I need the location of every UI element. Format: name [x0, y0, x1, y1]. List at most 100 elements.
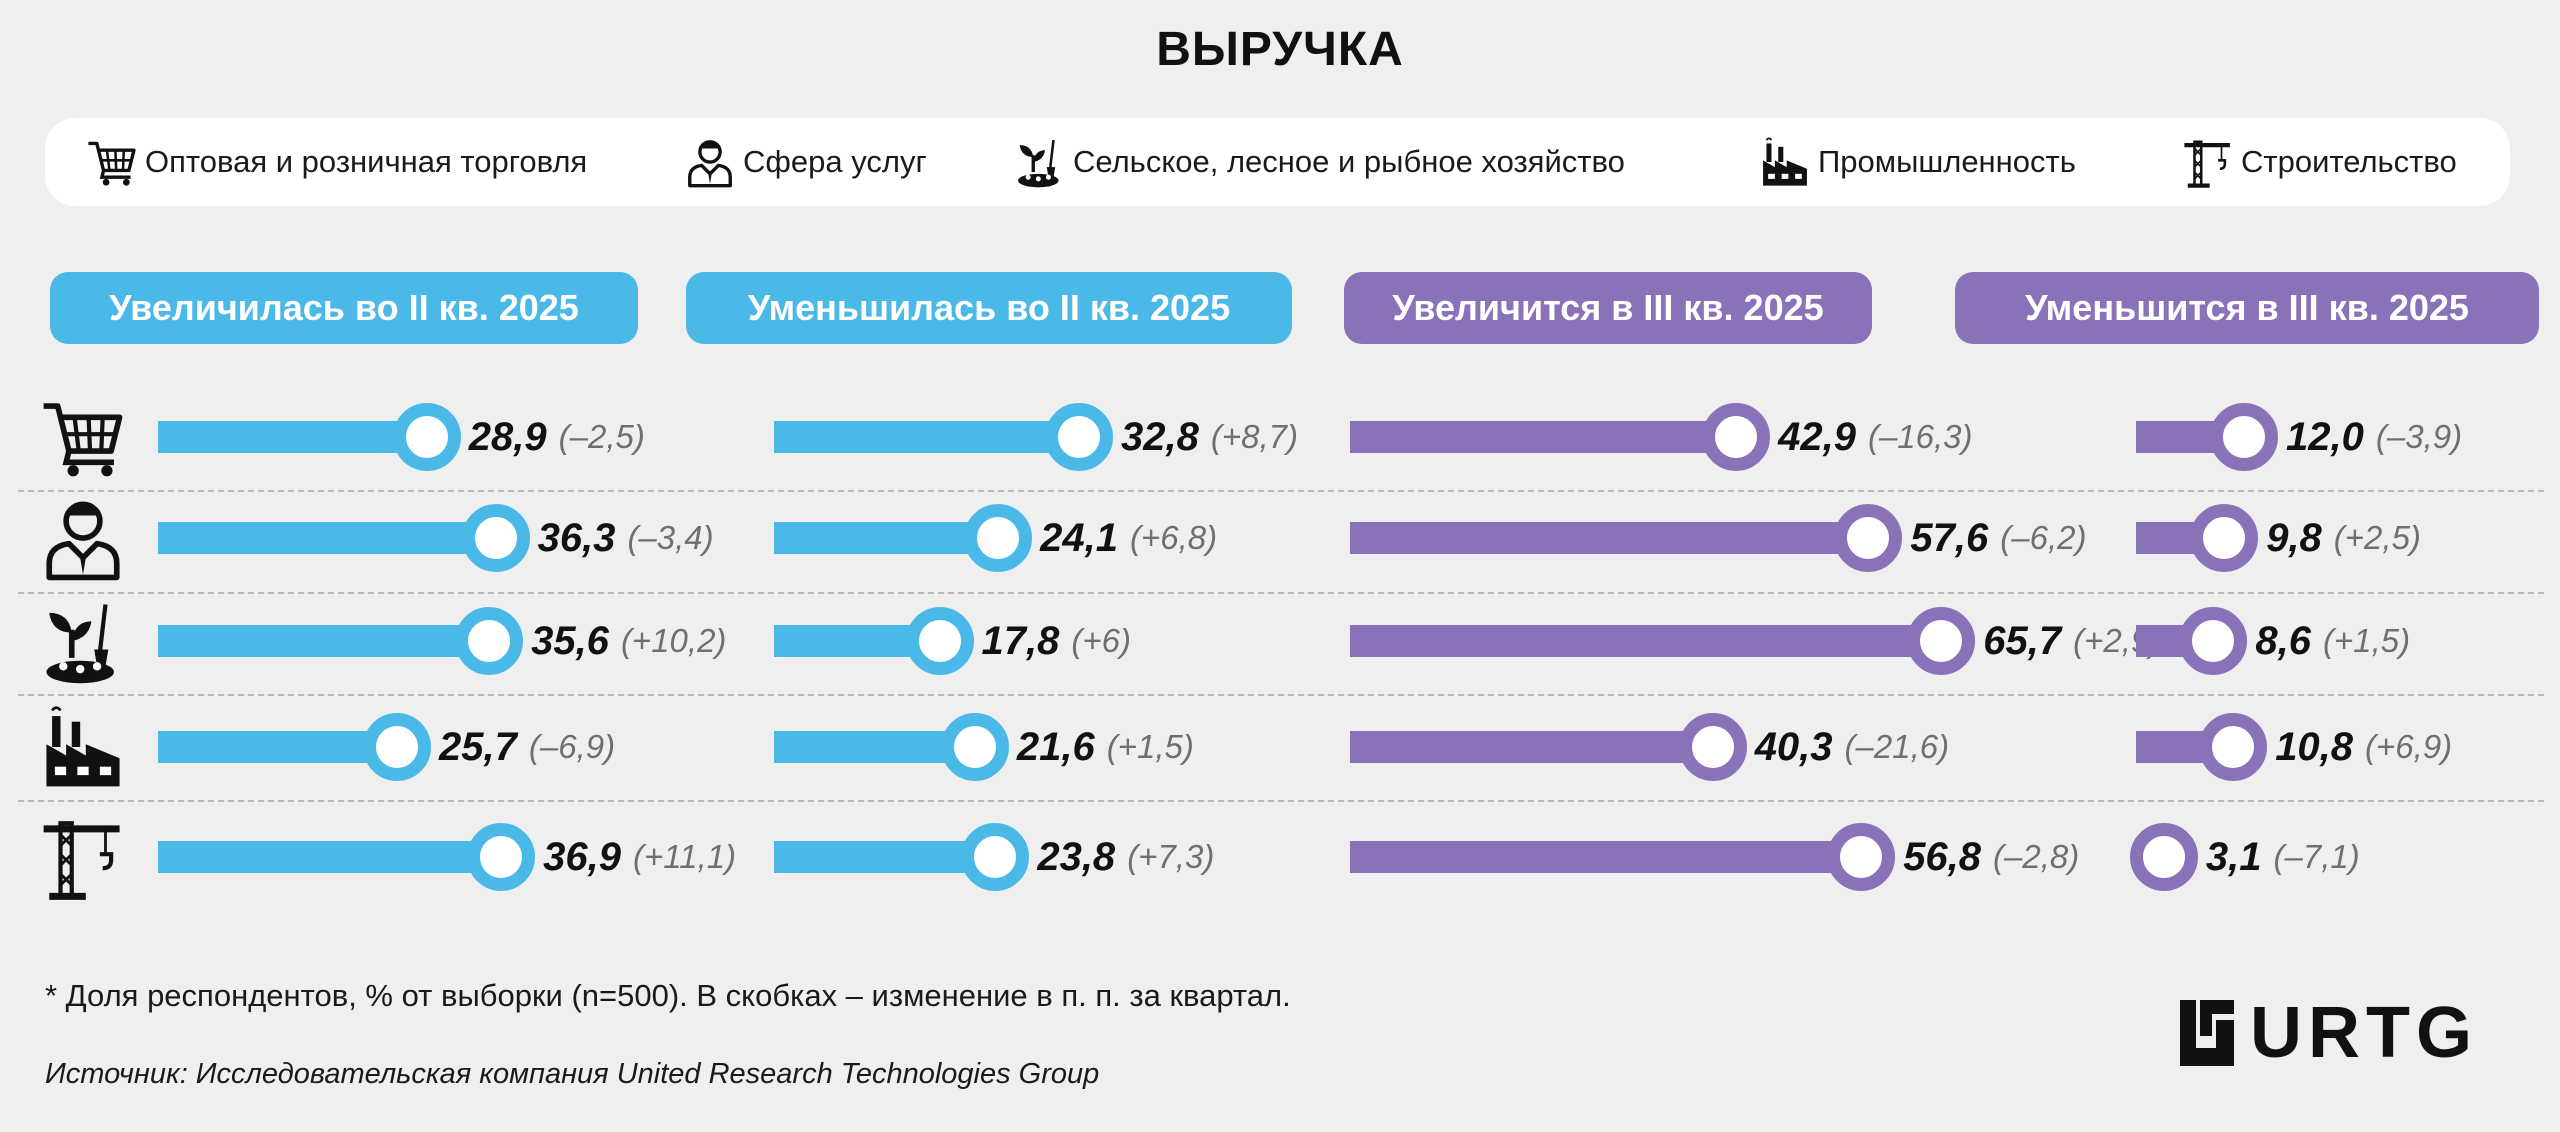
source-note: Источник: Исследовательская компания Uni… [45, 1058, 1100, 1090]
change-label: (–2,8) [1993, 838, 2080, 875]
data-label: 28,9 [468, 415, 547, 459]
bar-end-marker [2129, 823, 2198, 891]
bar-end-marker [1045, 403, 1114, 471]
legend: Оптовая и розничная торговля Сфера услуг С… [45, 118, 2510, 206]
logo-mark-icon [2180, 1000, 2234, 1066]
bar [1350, 841, 1862, 873]
bar [158, 841, 502, 873]
crane-icon [38, 812, 128, 902]
bar-end-marker [455, 607, 524, 675]
data-label: 8,6 [2255, 619, 2311, 663]
bar-end-marker [1907, 607, 1976, 675]
bar-end-marker [905, 607, 974, 675]
bar-end-marker [1678, 713, 1747, 781]
crane-icon [2181, 135, 2241, 189]
bar-end-marker [2179, 607, 2248, 675]
bar-end-marker [467, 823, 536, 891]
sprout-icon [1013, 135, 1073, 189]
factory-icon [1758, 135, 1818, 189]
bar-end-marker [1834, 504, 1903, 572]
data-label: 36,3 [537, 516, 616, 560]
bar-end-marker [363, 713, 431, 781]
data-label: 24,1 [1040, 516, 1118, 560]
change-label: (–7,1) [2273, 838, 2360, 875]
series-header: Увеличится в III кв. 2025 [1344, 272, 1872, 344]
change-label: (–6,9) [528, 728, 616, 765]
footnote: * Доля респондентов, % от выборки (n=500… [45, 978, 1291, 1013]
person-icon [683, 135, 743, 189]
change-label: (+10,2) [620, 622, 727, 659]
change-label: (–2,5) [558, 418, 645, 455]
bar-end-marker [461, 504, 530, 572]
series-header: Увеличилась во II кв. 2025 [50, 272, 638, 344]
bar-end-marker [2210, 403, 2278, 471]
data-label: 65,7 [1983, 619, 2062, 663]
bar-end-marker [940, 713, 1009, 781]
row-divider [18, 592, 2544, 594]
urtg-logo: URTG [2176, 993, 2478, 1073]
change-label: (+2,5) [2333, 519, 2421, 556]
legend-item: Сфера услуг [683, 118, 927, 206]
bar [1350, 625, 1942, 657]
data-label: 9,8 [2266, 516, 2322, 560]
change-label: (+7,3) [1127, 838, 1215, 875]
bar [158, 731, 397, 763]
bar [774, 522, 999, 554]
factory-icon [38, 702, 128, 792]
legend-item: Оптовая и розничная торговля [85, 118, 587, 206]
legend-item: Строительство [2181, 118, 2457, 206]
legend-label: Оптовая и розничная торговля [145, 144, 588, 179]
row-divider [18, 800, 2544, 802]
bar-end-marker [392, 403, 461, 471]
data-label: 42,9 [1778, 415, 1856, 459]
page-title: ВЫРУЧКА [1156, 23, 1404, 76]
data-label: 21,6 [1016, 725, 1095, 769]
series-header: Уменьшилась во II кв. 2025 [686, 272, 1292, 344]
data-label: 12,0 [2286, 415, 2364, 459]
data-label: 36,9 [543, 835, 622, 879]
bar [158, 522, 496, 554]
bar-end-marker [2199, 713, 2268, 781]
data-label: 25,7 [439, 725, 517, 769]
change-label: (+1,5) [1106, 728, 1194, 765]
bar [1350, 731, 1713, 763]
change-label: (+8,7) [1210, 418, 1299, 455]
bar [1350, 421, 1737, 453]
row-divider [18, 694, 2544, 696]
change-label: (+11,1) [633, 838, 737, 875]
legend-label: Строительство [2241, 144, 2457, 179]
series-header: Уменьшится в III кв. 2025 [1955, 272, 2539, 344]
change-label: (–3,9) [2375, 418, 2463, 455]
bar [1350, 522, 1869, 554]
shopping-cart-icon [85, 135, 145, 189]
legend-label: Сфера услуг [743, 144, 927, 179]
bar [158, 625, 490, 657]
legend-label: Сельское, лесное и рыбное хозяйство [1073, 144, 1625, 179]
bar-end-marker [964, 504, 1033, 572]
bar-end-marker [1827, 823, 1896, 891]
bar [158, 421, 427, 453]
data-label: 40,3 [1754, 725, 1833, 769]
logo-text: URTG [2250, 993, 2478, 1073]
data-label: 32,8 [1121, 415, 1199, 459]
bar-end-marker [2190, 504, 2259, 572]
bar [774, 421, 1080, 453]
bar-end-marker [961, 823, 1030, 891]
change-label: (–3,4) [627, 519, 714, 556]
data-label: 56,8 [1903, 835, 1982, 879]
person-icon [38, 493, 128, 583]
change-label: (–21,6) [1844, 728, 1950, 765]
data-label: 10,8 [2275, 725, 2354, 769]
legend-item: Сельское, лесное и рыбное хозяйство [1013, 118, 1625, 206]
change-label: (–16,3) [1867, 418, 1973, 455]
legend-item: Промышленность [1758, 118, 2076, 206]
row-divider [18, 490, 2544, 492]
data-label: 3,1 [2205, 835, 2262, 879]
sprout-icon [38, 596, 128, 686]
shopping-cart-icon [38, 392, 128, 482]
legend-label: Промышленность [1818, 144, 2076, 179]
change-label: (+6,8) [1129, 519, 1218, 556]
change-label: (+6,9) [2365, 728, 2453, 765]
change-label: (–6,2) [2000, 519, 2087, 556]
change-label: (+6) [1071, 622, 1131, 659]
